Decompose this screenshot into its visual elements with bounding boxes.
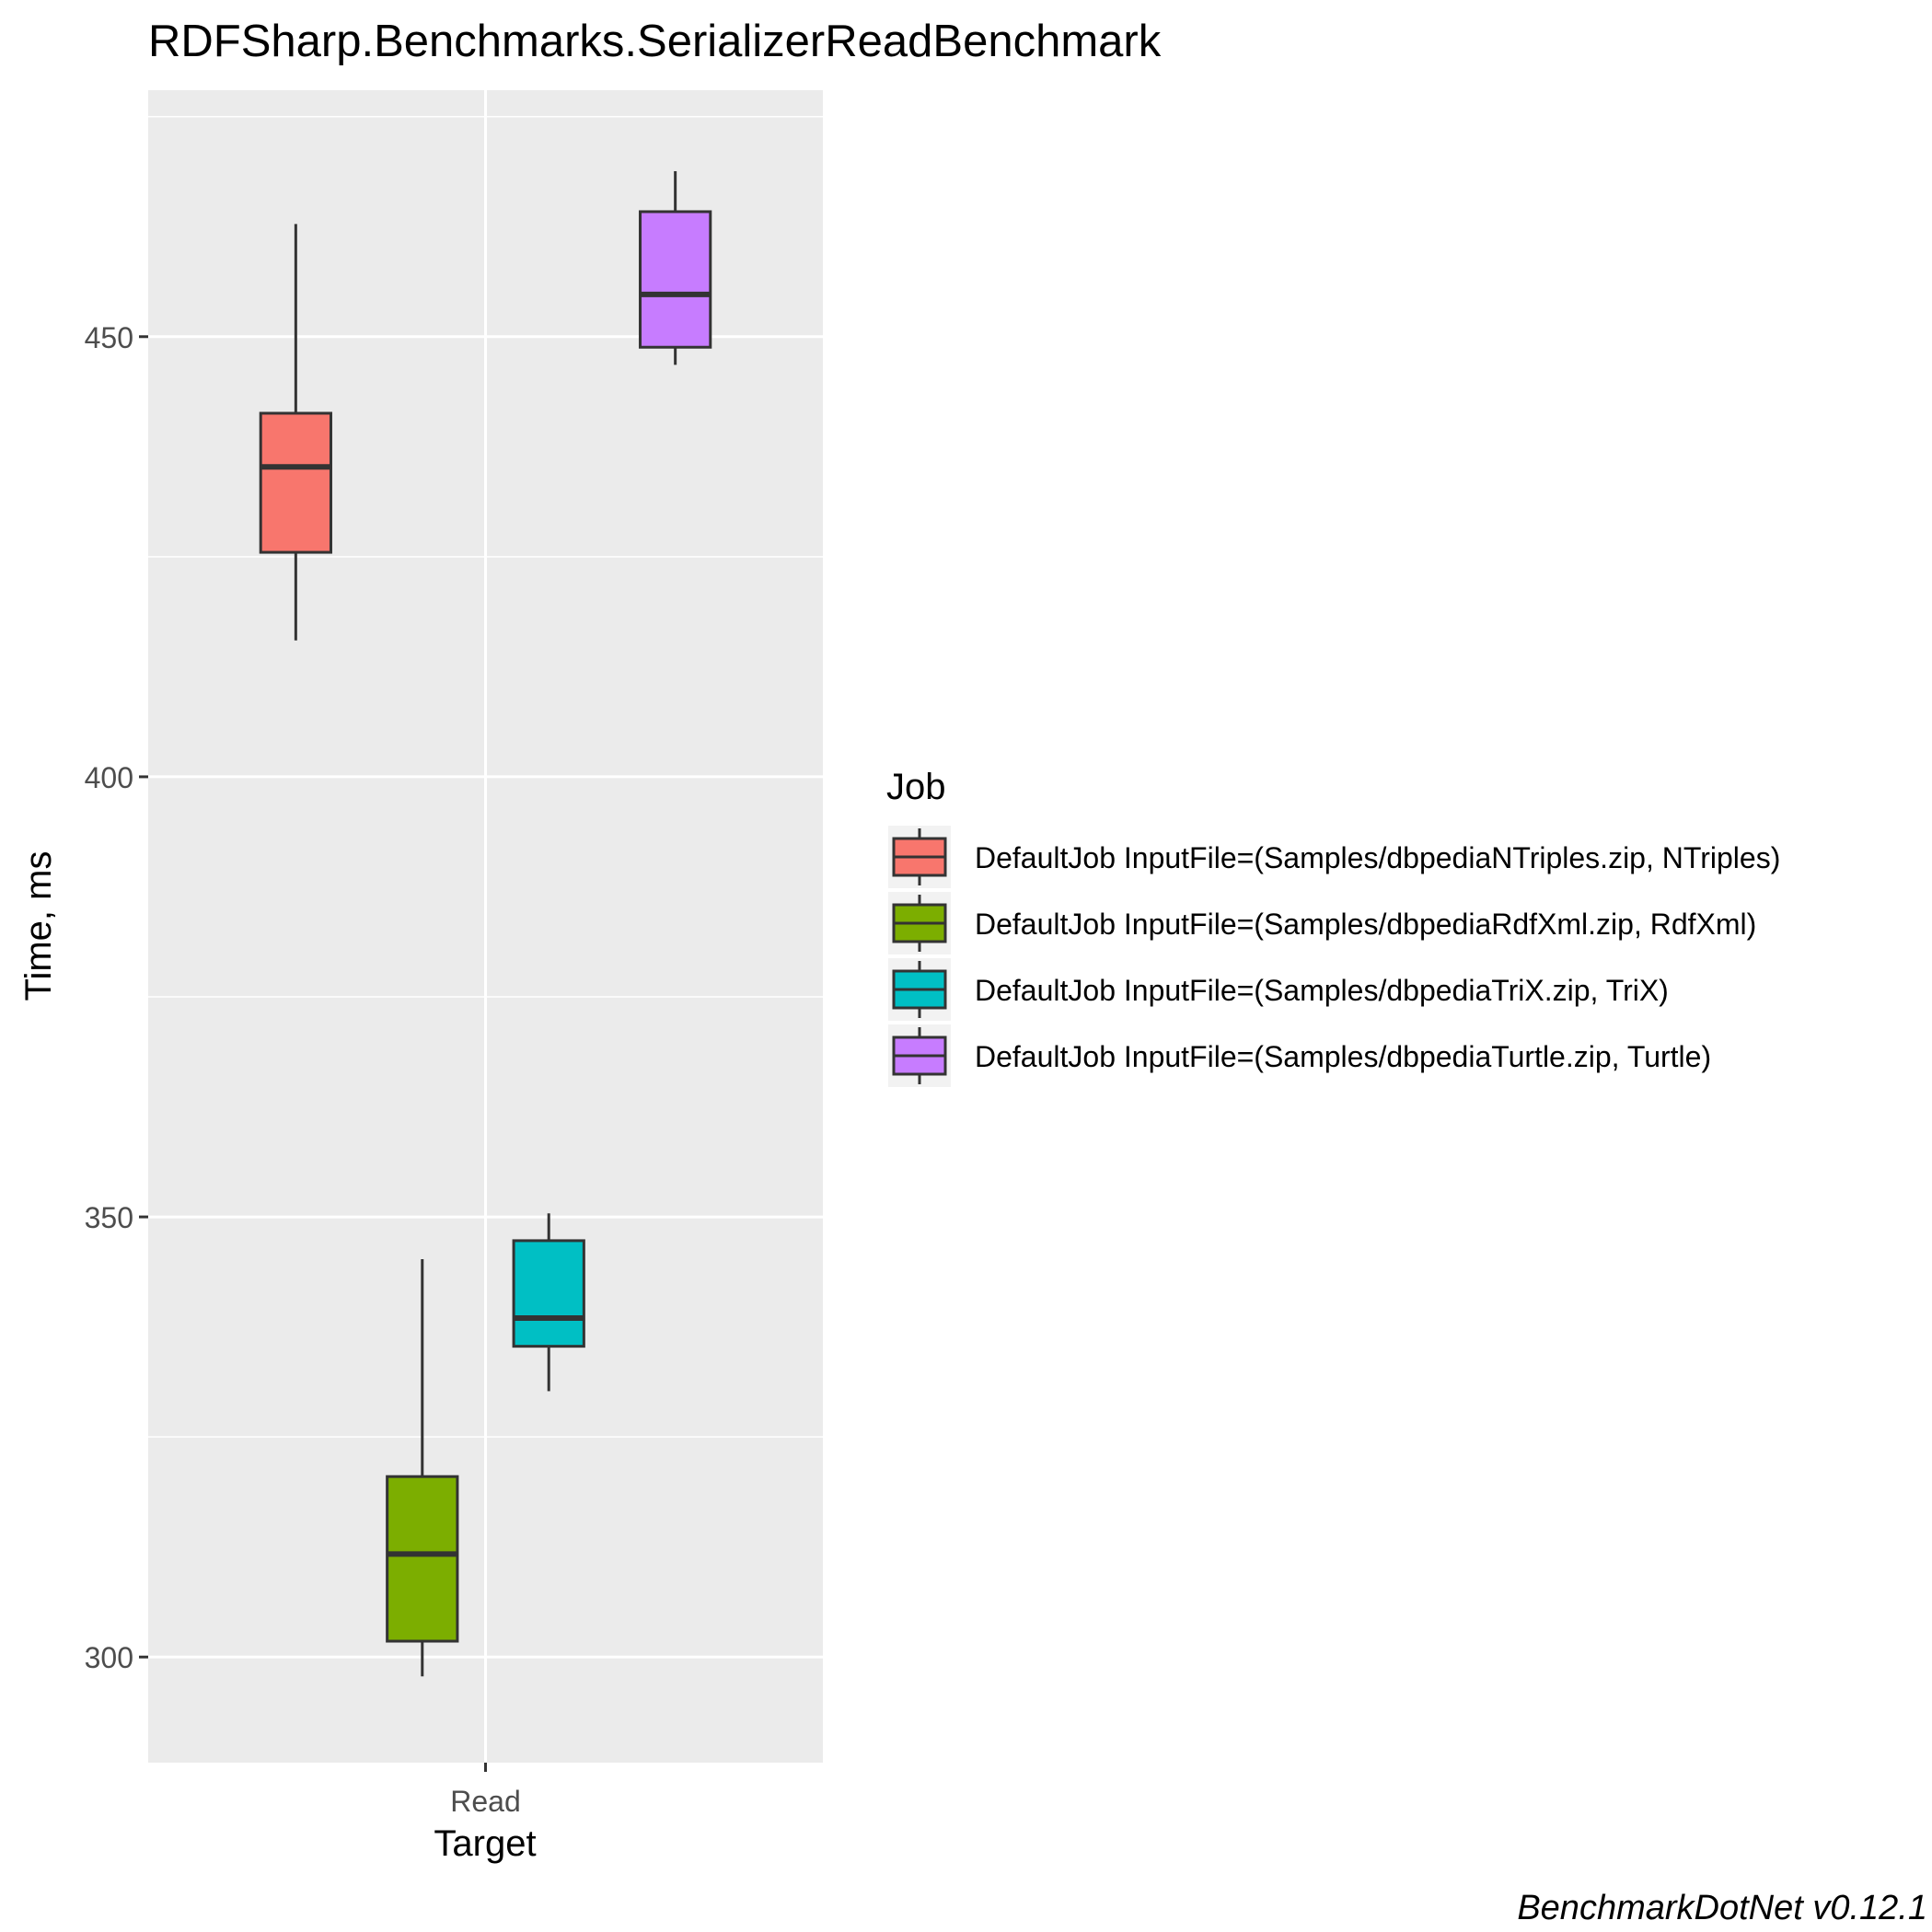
x-axis: Read [450,1763,521,1818]
box-body [259,411,332,554]
legend: DefaultJob InputFile=(Samples/dbpediaNTr… [888,826,1780,1087]
x-tick-label: Read [450,1785,521,1818]
legend-item-1: DefaultJob InputFile=(Samples/dbpediaNTr… [888,826,1780,888]
legend-label: DefaultJob InputFile=(Samples/dbpediaNTr… [975,841,1780,874]
y-axis: 300 350 400 450 [85,321,148,1674]
legend-title: Job [886,767,946,807]
y-tick-label: 400 [85,761,133,794]
legend-label: DefaultJob InputFile=(Samples/dbpediaTri… [975,974,1669,1007]
box-1 [259,224,332,641]
legend-item-3: DefaultJob InputFile=(Samples/dbpediaTri… [888,958,1669,1021]
y-tick-label: 450 [85,321,133,354]
box-2 [386,1258,459,1677]
box-series [259,170,712,1677]
x-axis-label: Target [434,1823,536,1864]
box-body [639,210,712,349]
legend-label: DefaultJob InputFile=(Samples/dbpediaTur… [975,1040,1711,1073]
legend-label: DefaultJob InputFile=(Samples/dbpediaRdf… [975,908,1756,941]
y-axis-label: Time, ms [18,851,59,1001]
box-4 [639,170,712,365]
box-body [512,1239,585,1348]
legend-item-2: DefaultJob InputFile=(Samples/dbpediaRdf… [888,892,1756,954]
box-body [386,1475,459,1643]
legend-item-4: DefaultJob InputFile=(Samples/dbpediaTur… [888,1024,1711,1087]
chart-title: RDFSharp.Benchmarks.SerializerReadBenchm… [148,17,1162,66]
y-tick-label: 350 [85,1201,133,1234]
caption: BenchmarkDotNet v0.12.1 [1517,1889,1927,1927]
y-tick-label: 300 [85,1641,133,1674]
box-3 [512,1213,585,1392]
